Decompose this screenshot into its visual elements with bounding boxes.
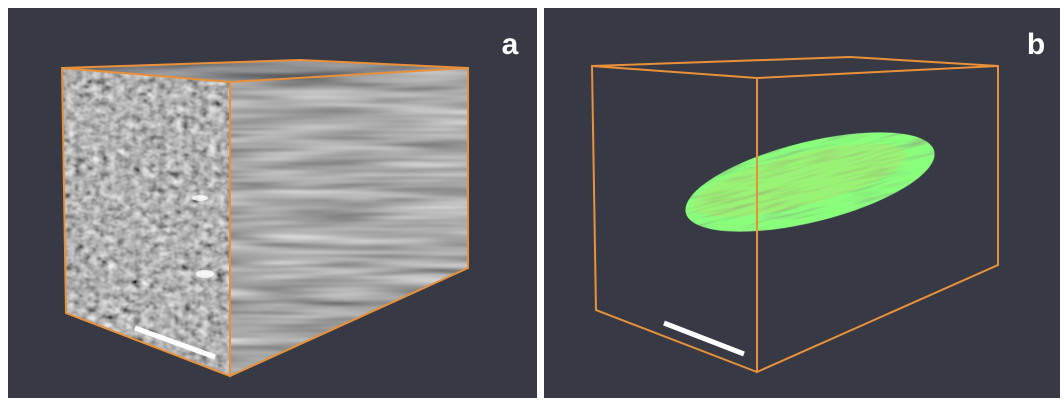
bounding-box	[60, 58, 469, 378]
bounding-box	[590, 55, 999, 373]
panel-label: b	[1027, 28, 1045, 61]
panel-label: a	[502, 28, 519, 61]
segmented-tissue	[685, 132, 935, 232]
scale-bar	[134, 325, 216, 360]
bounding-box-front	[756, 64, 999, 374]
scale-bar	[663, 320, 745, 357]
